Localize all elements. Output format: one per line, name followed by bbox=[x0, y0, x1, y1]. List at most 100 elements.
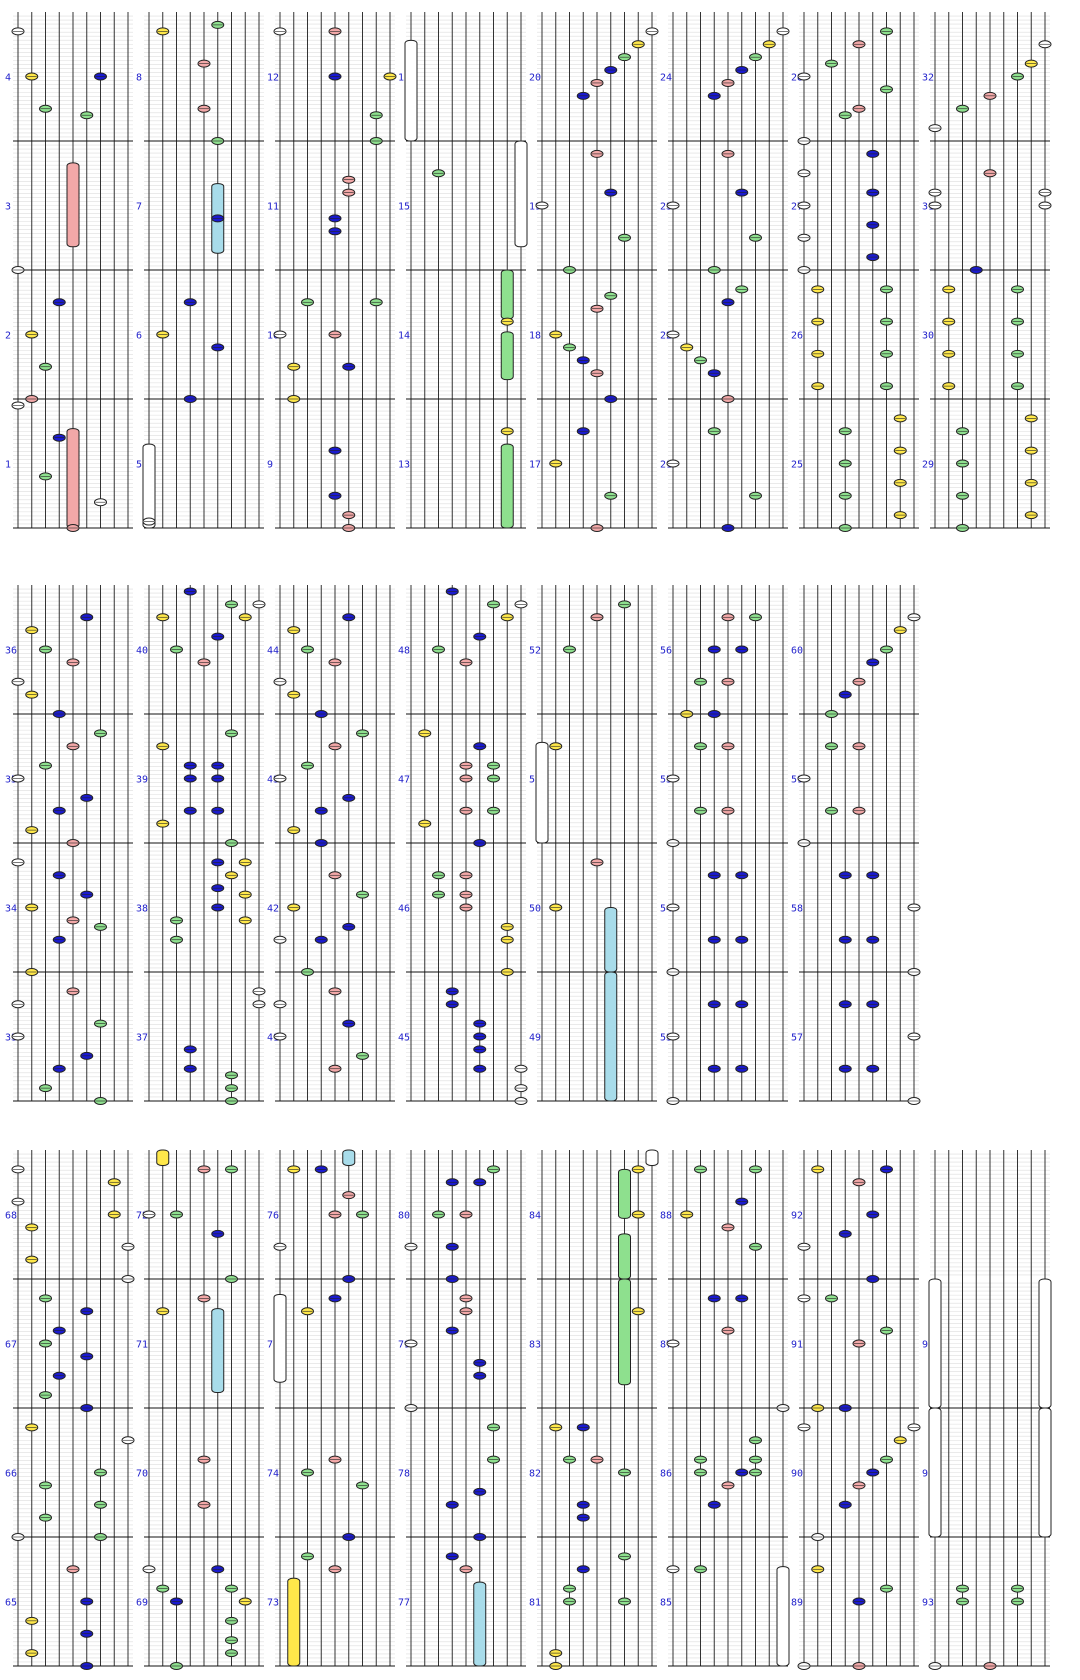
measure-number: 34 bbox=[5, 904, 17, 915]
long-note bbox=[618, 1278, 631, 1386]
measure-number: 84 bbox=[529, 1211, 541, 1222]
long-note bbox=[1038, 1278, 1052, 1409]
measure-number: 44 bbox=[267, 646, 279, 657]
long-note bbox=[604, 971, 618, 1102]
measure-number: 76 bbox=[267, 1211, 279, 1222]
measure-number: 41 bbox=[267, 1033, 279, 1044]
measure-number: 20 bbox=[529, 73, 541, 84]
long-note bbox=[776, 1566, 790, 1667]
measure-number: 94 bbox=[922, 1469, 934, 1480]
measure-number: 89 bbox=[791, 1598, 803, 1609]
measure-number: 72 bbox=[136, 1211, 148, 1222]
measure-number: 79 bbox=[398, 1340, 410, 1351]
measure-number: 23 bbox=[660, 202, 672, 213]
measure-number: 80 bbox=[398, 1211, 410, 1222]
long-note bbox=[535, 741, 549, 844]
measure-number: 60 bbox=[791, 646, 803, 657]
measure-number: 25 bbox=[791, 460, 803, 471]
measure-number: 19 bbox=[529, 202, 541, 213]
measure-number: 53 bbox=[660, 1033, 672, 1044]
measure-number: 21 bbox=[660, 460, 672, 471]
measure-number: 11 bbox=[267, 202, 279, 213]
measure-number: 43 bbox=[267, 775, 279, 786]
measure-number: 91 bbox=[791, 1340, 803, 1351]
measure-number: 1 bbox=[5, 460, 11, 471]
measure-number: 4 bbox=[5, 73, 11, 84]
long-note bbox=[342, 1149, 356, 1166]
measure-number: 38 bbox=[136, 904, 148, 915]
measure-number: 57 bbox=[791, 1033, 803, 1044]
long-note bbox=[156, 1149, 170, 1166]
measure-number: 33 bbox=[5, 1033, 17, 1044]
measure-number: 52 bbox=[529, 646, 541, 657]
long-note bbox=[66, 428, 80, 529]
measure-number: 40 bbox=[136, 646, 148, 657]
measure-number: 18 bbox=[529, 331, 541, 342]
measure-number: 92 bbox=[791, 1211, 803, 1222]
measure-number: 31 bbox=[922, 202, 934, 213]
measure-number: 95 bbox=[922, 1340, 934, 1351]
measure-number: 39 bbox=[136, 775, 148, 786]
measure-number: 17 bbox=[529, 460, 541, 471]
long-note bbox=[500, 269, 514, 320]
measure-number: 45 bbox=[398, 1033, 410, 1044]
long-note bbox=[514, 140, 528, 248]
measure-number: 78 bbox=[398, 1469, 410, 1480]
measure-number: 87 bbox=[660, 1340, 672, 1351]
measure-number: 35 bbox=[5, 775, 17, 786]
measure-number: 8 bbox=[136, 73, 142, 84]
measure-number: 28 bbox=[791, 73, 803, 84]
long-note bbox=[604, 907, 618, 973]
measure-number: 16 bbox=[398, 73, 410, 84]
measure-number: 48 bbox=[398, 646, 410, 657]
measure-number: 26 bbox=[791, 331, 803, 342]
measure-number: 22 bbox=[660, 331, 672, 342]
measure-number: 49 bbox=[529, 1033, 541, 1044]
measure-number: 15 bbox=[398, 202, 410, 213]
measure-number: 88 bbox=[660, 1211, 672, 1222]
measure-number: 86 bbox=[660, 1469, 672, 1480]
measure-number: 66 bbox=[5, 1469, 17, 1480]
measure-number: 9 bbox=[267, 460, 273, 471]
measure-number: 69 bbox=[136, 1598, 148, 1609]
measure-number: 3 bbox=[5, 202, 11, 213]
measure-number: 13 bbox=[398, 460, 410, 471]
long-note bbox=[645, 1149, 659, 1166]
measure-number: 10 bbox=[267, 331, 279, 342]
measure-number: 30 bbox=[922, 331, 934, 342]
long-note bbox=[928, 1407, 942, 1538]
measure-number: 27 bbox=[791, 202, 803, 213]
long-note bbox=[404, 39, 418, 142]
long-note bbox=[928, 1278, 942, 1409]
measure-number: 67 bbox=[5, 1340, 17, 1351]
measure-number: 85 bbox=[660, 1598, 672, 1609]
long-note bbox=[618, 1168, 631, 1219]
long-note bbox=[66, 162, 80, 248]
measure-number: 73 bbox=[267, 1598, 279, 1609]
measure-number: 51 bbox=[529, 775, 541, 786]
measure-number: 70 bbox=[136, 1469, 148, 1480]
measure-number: 55 bbox=[660, 775, 672, 786]
measure-number: 12 bbox=[267, 73, 279, 84]
measure-number: 50 bbox=[529, 904, 541, 915]
measure-number: 5 bbox=[136, 460, 142, 471]
measure-number: 37 bbox=[136, 1033, 148, 1044]
measure-number: 82 bbox=[529, 1469, 541, 1480]
measure-number: 58 bbox=[791, 904, 803, 915]
measure-number: 2 bbox=[5, 331, 11, 342]
long-note bbox=[618, 1233, 631, 1280]
long-note bbox=[1038, 1407, 1052, 1538]
measure-number: 65 bbox=[5, 1598, 17, 1609]
measure-number: 81 bbox=[529, 1598, 541, 1609]
measure-number: 42 bbox=[267, 904, 279, 915]
long-note bbox=[211, 1308, 225, 1394]
long-note bbox=[142, 443, 156, 529]
long-note bbox=[500, 331, 514, 381]
measure-number: 14 bbox=[398, 331, 410, 342]
measure-number: 59 bbox=[791, 775, 803, 786]
measure-number: 6 bbox=[136, 331, 142, 342]
measure-number: 46 bbox=[398, 904, 410, 915]
measure-number: 47 bbox=[398, 775, 410, 786]
measure-number: 56 bbox=[660, 646, 672, 657]
